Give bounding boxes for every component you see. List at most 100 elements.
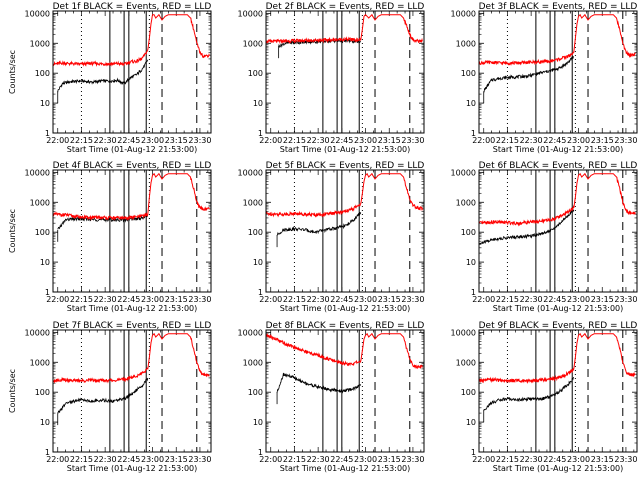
x-tick-label: 22:15 [70, 455, 93, 464]
x-axis-label: Start Time (01-Aug-12 21:53:00) [67, 145, 198, 154]
plot-frame [478, 329, 638, 453]
y-tick-label: 1000 [456, 39, 476, 48]
y-axis-label: Counts/sec [8, 50, 17, 94]
chart-panel-4: Det 4f BLACK = Events, RED = LLD 1 10 100 10… [8, 161, 212, 313]
plot-frame [265, 169, 425, 293]
x-tick-label: 22:15 [496, 295, 519, 304]
x-tick-label: 23:30 [401, 295, 424, 304]
y-axis-label: Counts/sec [8, 369, 17, 413]
y-tick-label: 100 [35, 388, 50, 397]
y-tick-label: 1 [258, 448, 263, 457]
x-tick-label: 23:30 [188, 455, 211, 464]
plot-frame [265, 10, 425, 134]
x-tick-label: 22:30 [307, 136, 330, 145]
x-tick-label: 23:30 [614, 295, 637, 304]
y-tick-label: 1 [471, 129, 476, 138]
series-events-line [57, 377, 149, 414]
x-tick-label: 22:15 [283, 295, 306, 304]
y-tick-label: 10000 [238, 328, 263, 337]
y-tick-label: 10 [253, 99, 263, 108]
x-tick-label: 22:45 [330, 455, 353, 464]
y-tick-label: 10000 [25, 9, 50, 18]
x-tick-label: 22:00 [46, 295, 69, 304]
x-tick-label: 22:00 [46, 455, 69, 464]
plot-area [53, 11, 210, 133]
x-tick-label: 23:00 [354, 455, 377, 464]
x-tick-label: 22:15 [70, 136, 93, 145]
x-tick-label: 22:45 [117, 295, 140, 304]
x-tick-label: 23:15 [591, 455, 614, 464]
x-tick-label: 23:15 [591, 295, 614, 304]
y-tick-label: 10000 [451, 168, 476, 177]
x-tick-label: 22:15 [70, 295, 93, 304]
x-tick-label: 23:15 [378, 136, 401, 145]
chart-title: Det 7f BLACK = Events, RED = LLD [53, 321, 212, 331]
chart-title: Det 1f BLACK = Events, RED = LLD [53, 2, 212, 12]
y-tick-label: 10 [253, 418, 263, 427]
x-tick-label: 22:30 [520, 136, 543, 145]
x-tick-label: 22:30 [94, 455, 117, 464]
x-axis-label: Start Time (01-Aug-12 21:53:00) [280, 304, 411, 313]
y-tick-label: 10 [40, 418, 50, 427]
x-tick-label: 23:00 [141, 455, 164, 464]
chart-title: Det 4f BLACK = Events, RED = LLD [53, 161, 212, 171]
x-tick-label: 23:15 [165, 295, 188, 304]
x-axis-label: Start Time (01-Aug-12 21:53:00) [493, 304, 624, 313]
chart-title: Det 6f BLACK = Events, RED = LLD [479, 161, 638, 171]
y-tick-label: 10 [253, 258, 263, 267]
y-tick-label: 1000 [243, 358, 263, 367]
plot-area [53, 170, 210, 292]
x-tick-label: 22:30 [307, 295, 330, 304]
y-tick-label: 1000 [243, 198, 263, 207]
series-lld-line [266, 172, 423, 218]
chart-title: Det 5f BLACK = Events, RED = LLD [266, 161, 425, 171]
series-events-line [479, 207, 575, 246]
chart-title: Det 8f BLACK = Events, RED = LLD [266, 321, 425, 331]
series-lld-line [53, 332, 210, 384]
series-lld-line [266, 332, 423, 370]
series-events-line [483, 376, 575, 411]
x-tick-label: 23:15 [378, 295, 401, 304]
y-tick-label: 1 [258, 288, 263, 297]
x-tick-label: 23:30 [401, 455, 424, 464]
x-tick-label: 23:15 [378, 455, 401, 464]
series-events-line [57, 59, 149, 93]
x-tick-label: 23:00 [567, 136, 590, 145]
y-tick-label: 10000 [25, 328, 50, 337]
x-tick-label: 22:45 [543, 455, 566, 464]
y-tick-label: 10000 [451, 9, 476, 18]
chart-panel-5: Det 5f BLACK = Events, RED = LLD 1 10 100 10… [238, 161, 425, 313]
series-events-line [483, 55, 574, 93]
series-lld-line [53, 13, 210, 67]
x-tick-label: 23:30 [188, 295, 211, 304]
x-tick-label: 22:00 [259, 455, 282, 464]
series-events-line [276, 211, 362, 236]
y-tick-label: 10000 [451, 328, 476, 337]
y-tick-label: 1000 [30, 358, 50, 367]
plot-frame [478, 169, 638, 293]
y-tick-label: 10 [40, 258, 50, 267]
chart-panel-8: Det 8f BLACK = Events, RED = LLD 1 10 100 10… [238, 321, 425, 473]
series-lld-line [479, 172, 636, 227]
x-tick-label: 22:15 [496, 136, 519, 145]
y-tick-label: 1000 [30, 39, 50, 48]
plot-area [479, 11, 636, 133]
y-tick-label: 10 [466, 99, 476, 108]
x-tick-label: 23:00 [567, 455, 590, 464]
series-events-line [276, 372, 362, 394]
y-tick-label: 1 [45, 448, 50, 457]
x-tick-label: 22:45 [330, 136, 353, 145]
x-tick-label: 23:15 [165, 136, 188, 145]
x-tick-label: 22:15 [496, 455, 519, 464]
x-tick-label: 23:00 [141, 136, 164, 145]
x-tick-label: 22:45 [543, 295, 566, 304]
chart-panel-6: Det 6f BLACK = Events, RED = LLD 1 10 100 10… [451, 161, 638, 313]
chart-title: Det 9f BLACK = Events, RED = LLD [479, 321, 638, 331]
chart-panel-2: Det 2f BLACK = Events, RED = LLD 1 10 100 10… [238, 2, 425, 154]
plot-area [479, 330, 636, 452]
y-tick-label: 1 [471, 448, 476, 457]
y-tick-label: 1 [471, 288, 476, 297]
x-tick-label: 23:30 [188, 136, 211, 145]
y-tick-label: 100 [461, 388, 476, 397]
